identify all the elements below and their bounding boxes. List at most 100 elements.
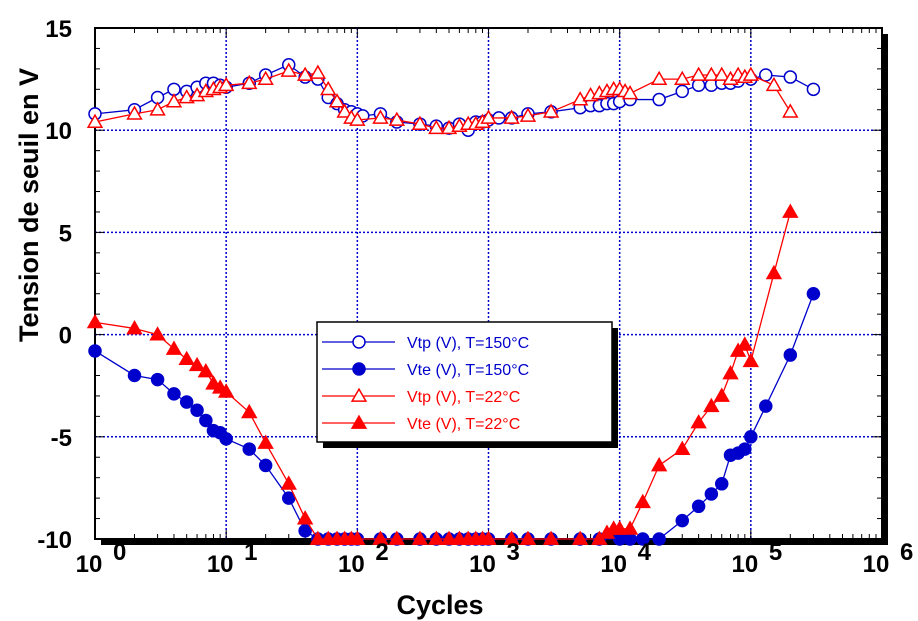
data-point [503, 530, 520, 545]
data-point [623, 532, 637, 546]
data-point [86, 313, 104, 329]
series-3 [86, 62, 799, 135]
data-point [621, 84, 639, 100]
data-point [309, 64, 327, 79]
data-point [280, 475, 297, 490]
x-tick-exponent: 6 [900, 539, 913, 566]
data-point [165, 340, 183, 355]
data-point [178, 350, 195, 366]
data-point [782, 103, 799, 118]
data-point [742, 66, 760, 81]
y-tick-label: 0 [59, 323, 72, 350]
x-tick-label: 10 [863, 551, 890, 578]
data-point [320, 80, 337, 96]
x-tick-label: 10 [76, 551, 103, 578]
data-point [652, 92, 666, 107]
data-point [372, 109, 389, 124]
data-point [428, 119, 445, 135]
legend-item: Vtp (V), T=22°C [322, 387, 520, 406]
legend-item: Vtp (V), T=150°C [322, 335, 529, 352]
data-point [296, 510, 314, 525]
data-point [350, 387, 368, 402]
data-point [349, 111, 366, 126]
data-point [242, 442, 257, 456]
data-point [440, 530, 458, 545]
data-point [480, 109, 497, 124]
data-point [188, 356, 206, 372]
data-point [388, 530, 406, 545]
data-point [736, 336, 754, 351]
data-point [652, 532, 666, 546]
data-point [280, 62, 297, 77]
legend-item: Vte (V), T=150°C [322, 362, 529, 379]
data-point [257, 70, 274, 86]
data-point [219, 432, 233, 446]
data-point [742, 352, 760, 368]
data-point [241, 403, 258, 419]
data-point [503, 109, 520, 124]
data-point [197, 362, 215, 378]
x-tick-exponent: 3 [507, 539, 520, 566]
data-point [690, 66, 707, 81]
data-point [704, 487, 719, 501]
data-point [634, 493, 651, 509]
y-tick-label: 5 [59, 220, 72, 247]
data-point [571, 530, 589, 545]
data-point [352, 362, 366, 376]
x-tick-exponent: 5 [769, 539, 782, 566]
data-point [675, 84, 689, 99]
legend-label: Vtp (V), T=22°C [407, 389, 520, 406]
x-tick-exponent: 1 [244, 539, 257, 566]
data-point [127, 368, 142, 383]
data-point [542, 530, 560, 545]
data-point [309, 530, 327, 545]
data-point [199, 413, 213, 428]
data-point [722, 365, 739, 380]
series-layer [86, 58, 821, 546]
data-point [298, 524, 312, 538]
data-point [165, 93, 183, 108]
data-point [519, 530, 537, 545]
data-point [783, 348, 798, 362]
data-point [738, 442, 752, 456]
data-point [126, 105, 143, 120]
data-point [713, 387, 730, 402]
data-point [190, 403, 204, 417]
data-point [650, 70, 668, 86]
data-point [350, 414, 368, 429]
data-point [571, 91, 589, 106]
legend-label: Vtp (V), T=150°C [407, 335, 529, 352]
data-point [428, 530, 445, 545]
x-tick-label: 10 [731, 551, 758, 578]
data-point [480, 530, 497, 545]
data-point [806, 286, 821, 301]
data-point [167, 387, 181, 401]
data-point [636, 532, 650, 546]
y-tick-label: 15 [45, 16, 72, 43]
data-point [388, 111, 406, 126]
data-point [88, 344, 102, 358]
y-tick-label: -5 [51, 425, 72, 452]
data-point [349, 530, 366, 545]
data-point [281, 491, 296, 505]
x-tick-exponent: 4 [638, 539, 652, 566]
data-point [674, 70, 691, 86]
data-point [759, 399, 773, 413]
y-tick-label: -10 [37, 527, 72, 554]
y-tick-label: 10 [45, 118, 72, 145]
data-point [86, 113, 104, 128]
legend-label: Vte (V), T=22°C [407, 416, 520, 433]
data-point [611, 520, 628, 535]
y-axis-title: Tension de seuil en V [14, 68, 44, 342]
data-point [713, 66, 730, 81]
data-point [258, 458, 273, 473]
series-4 [86, 203, 799, 545]
x-tick-labels: 10 0 10 1 10 2 10 3 10 4 10 5 10 6 [76, 539, 914, 578]
data-point [691, 499, 706, 514]
x-tick-exponent: 2 [375, 539, 388, 566]
data-point [714, 477, 729, 491]
data-point [296, 66, 314, 81]
data-point [783, 70, 798, 84]
data-point [744, 430, 758, 444]
